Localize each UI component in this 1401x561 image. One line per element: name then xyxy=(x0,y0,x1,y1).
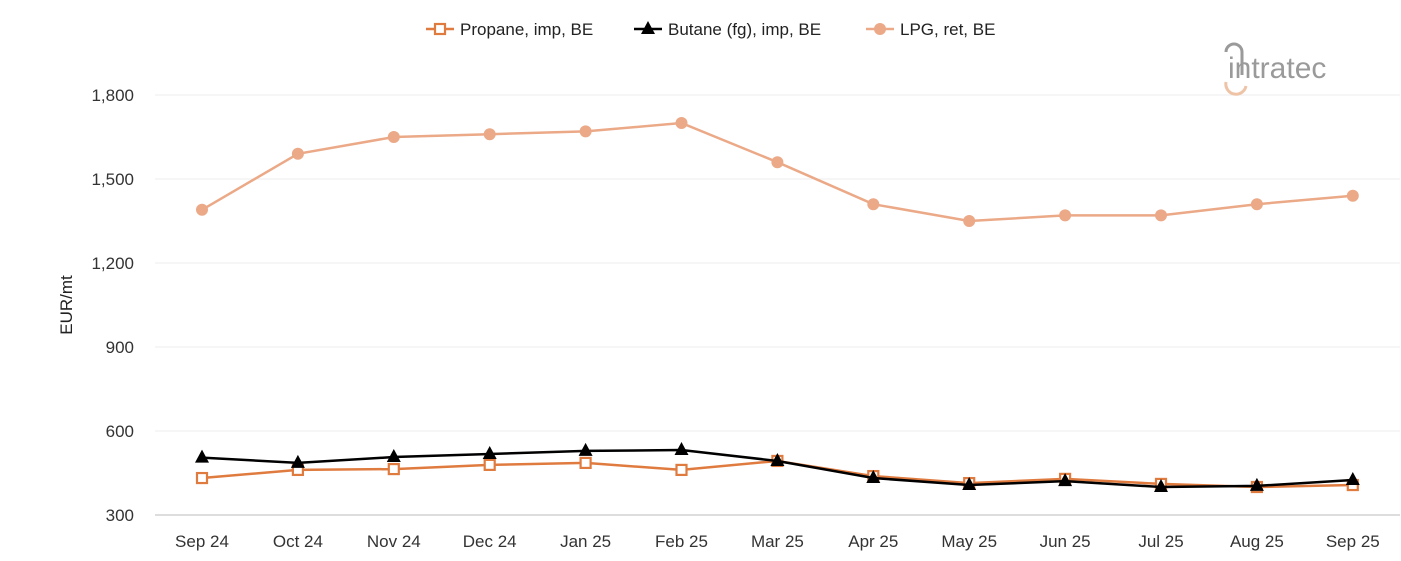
y-tick-label: 600 xyxy=(106,422,134,441)
series-1 xyxy=(195,442,1360,492)
data-point xyxy=(675,463,688,477)
x-tick-label: Nov 24 xyxy=(367,532,421,551)
intratec-logo: intratec xyxy=(1224,42,1326,96)
data-point xyxy=(579,125,592,138)
data-point xyxy=(387,131,400,143)
y-tick-label: 1,800 xyxy=(91,86,134,105)
x-tick-label: Sep 24 xyxy=(175,532,229,551)
data-point xyxy=(1058,473,1073,487)
x-tick-label: May 25 xyxy=(941,532,997,551)
y-axis-label: EUR/mt xyxy=(57,275,76,335)
data-point xyxy=(1346,189,1359,202)
x-tick-label: Dec 24 xyxy=(463,532,517,551)
data-point xyxy=(771,156,784,169)
data-point xyxy=(386,449,401,463)
x-axis-ticks: Sep 24 Oct 24 Nov 24 Dec 24 Jan 25 Feb 25 Mar … xyxy=(175,532,1380,551)
x-tick-label: Sep 25 xyxy=(1326,532,1380,551)
x-tick-label: Feb 25 xyxy=(655,532,708,551)
y-tick-label: 300 xyxy=(106,506,134,525)
data-point xyxy=(483,128,496,141)
data-point xyxy=(1154,479,1168,492)
legend-label: Propane, imp, BE xyxy=(460,20,593,39)
data-point xyxy=(387,462,400,476)
legend-label: Butane (fg), imp, BE xyxy=(668,20,821,39)
data-point xyxy=(482,445,497,459)
y-tick-label: 1,200 xyxy=(91,254,134,273)
legend-item[interactable]: Propane, imp, BE xyxy=(426,20,593,39)
series-group xyxy=(195,117,1360,494)
series-line xyxy=(201,121,1353,223)
data-point xyxy=(866,470,881,484)
data-point xyxy=(1345,472,1360,485)
data-point xyxy=(290,454,305,468)
legend-item[interactable]: LPG, ret, BE xyxy=(866,20,995,39)
svg-text:intratec: intratec xyxy=(1228,52,1326,85)
y-axis-ticks: 300 600 900 1,200 1,500 1,800 xyxy=(91,86,134,525)
x-tick-label: Jun 25 xyxy=(1040,532,1091,551)
data-point xyxy=(1155,209,1167,222)
data-point xyxy=(195,449,209,463)
data-point xyxy=(291,147,304,160)
data-point xyxy=(483,458,496,471)
data-point xyxy=(962,477,977,491)
x-tick-label: Mar 25 xyxy=(751,532,804,551)
data-point xyxy=(1250,198,1263,211)
data-point xyxy=(770,452,785,466)
data-point xyxy=(867,198,880,211)
x-tick-label: Oct 24 xyxy=(273,532,323,551)
data-point xyxy=(675,117,688,129)
data-point xyxy=(433,22,447,36)
data-point xyxy=(674,442,689,456)
x-tick-label: Aug 25 xyxy=(1230,532,1284,551)
legend-item[interactable]: Butane (fg), imp, BE xyxy=(634,20,821,39)
data-point xyxy=(578,442,593,456)
y-tick-label: 900 xyxy=(106,338,134,357)
legend: Propane, imp, BE Butane (fg), imp, BE LPG,… xyxy=(426,20,995,39)
x-tick-label: Jul 25 xyxy=(1138,532,1183,551)
data-point xyxy=(195,471,209,485)
series-2 xyxy=(196,117,1359,227)
data-point xyxy=(1059,209,1072,222)
y-tick-label: 1,500 xyxy=(91,170,134,189)
data-point xyxy=(1249,477,1264,491)
x-tick-label: Jan 25 xyxy=(560,532,611,551)
x-tick-label: Apr 25 xyxy=(848,532,898,551)
data-point xyxy=(196,203,208,216)
data-point xyxy=(579,456,592,470)
gridlines xyxy=(155,94,1400,516)
data-point xyxy=(874,23,886,35)
data-point xyxy=(641,21,655,34)
data-point xyxy=(963,215,976,227)
legend-label: LPG, ret, BE xyxy=(900,20,995,39)
